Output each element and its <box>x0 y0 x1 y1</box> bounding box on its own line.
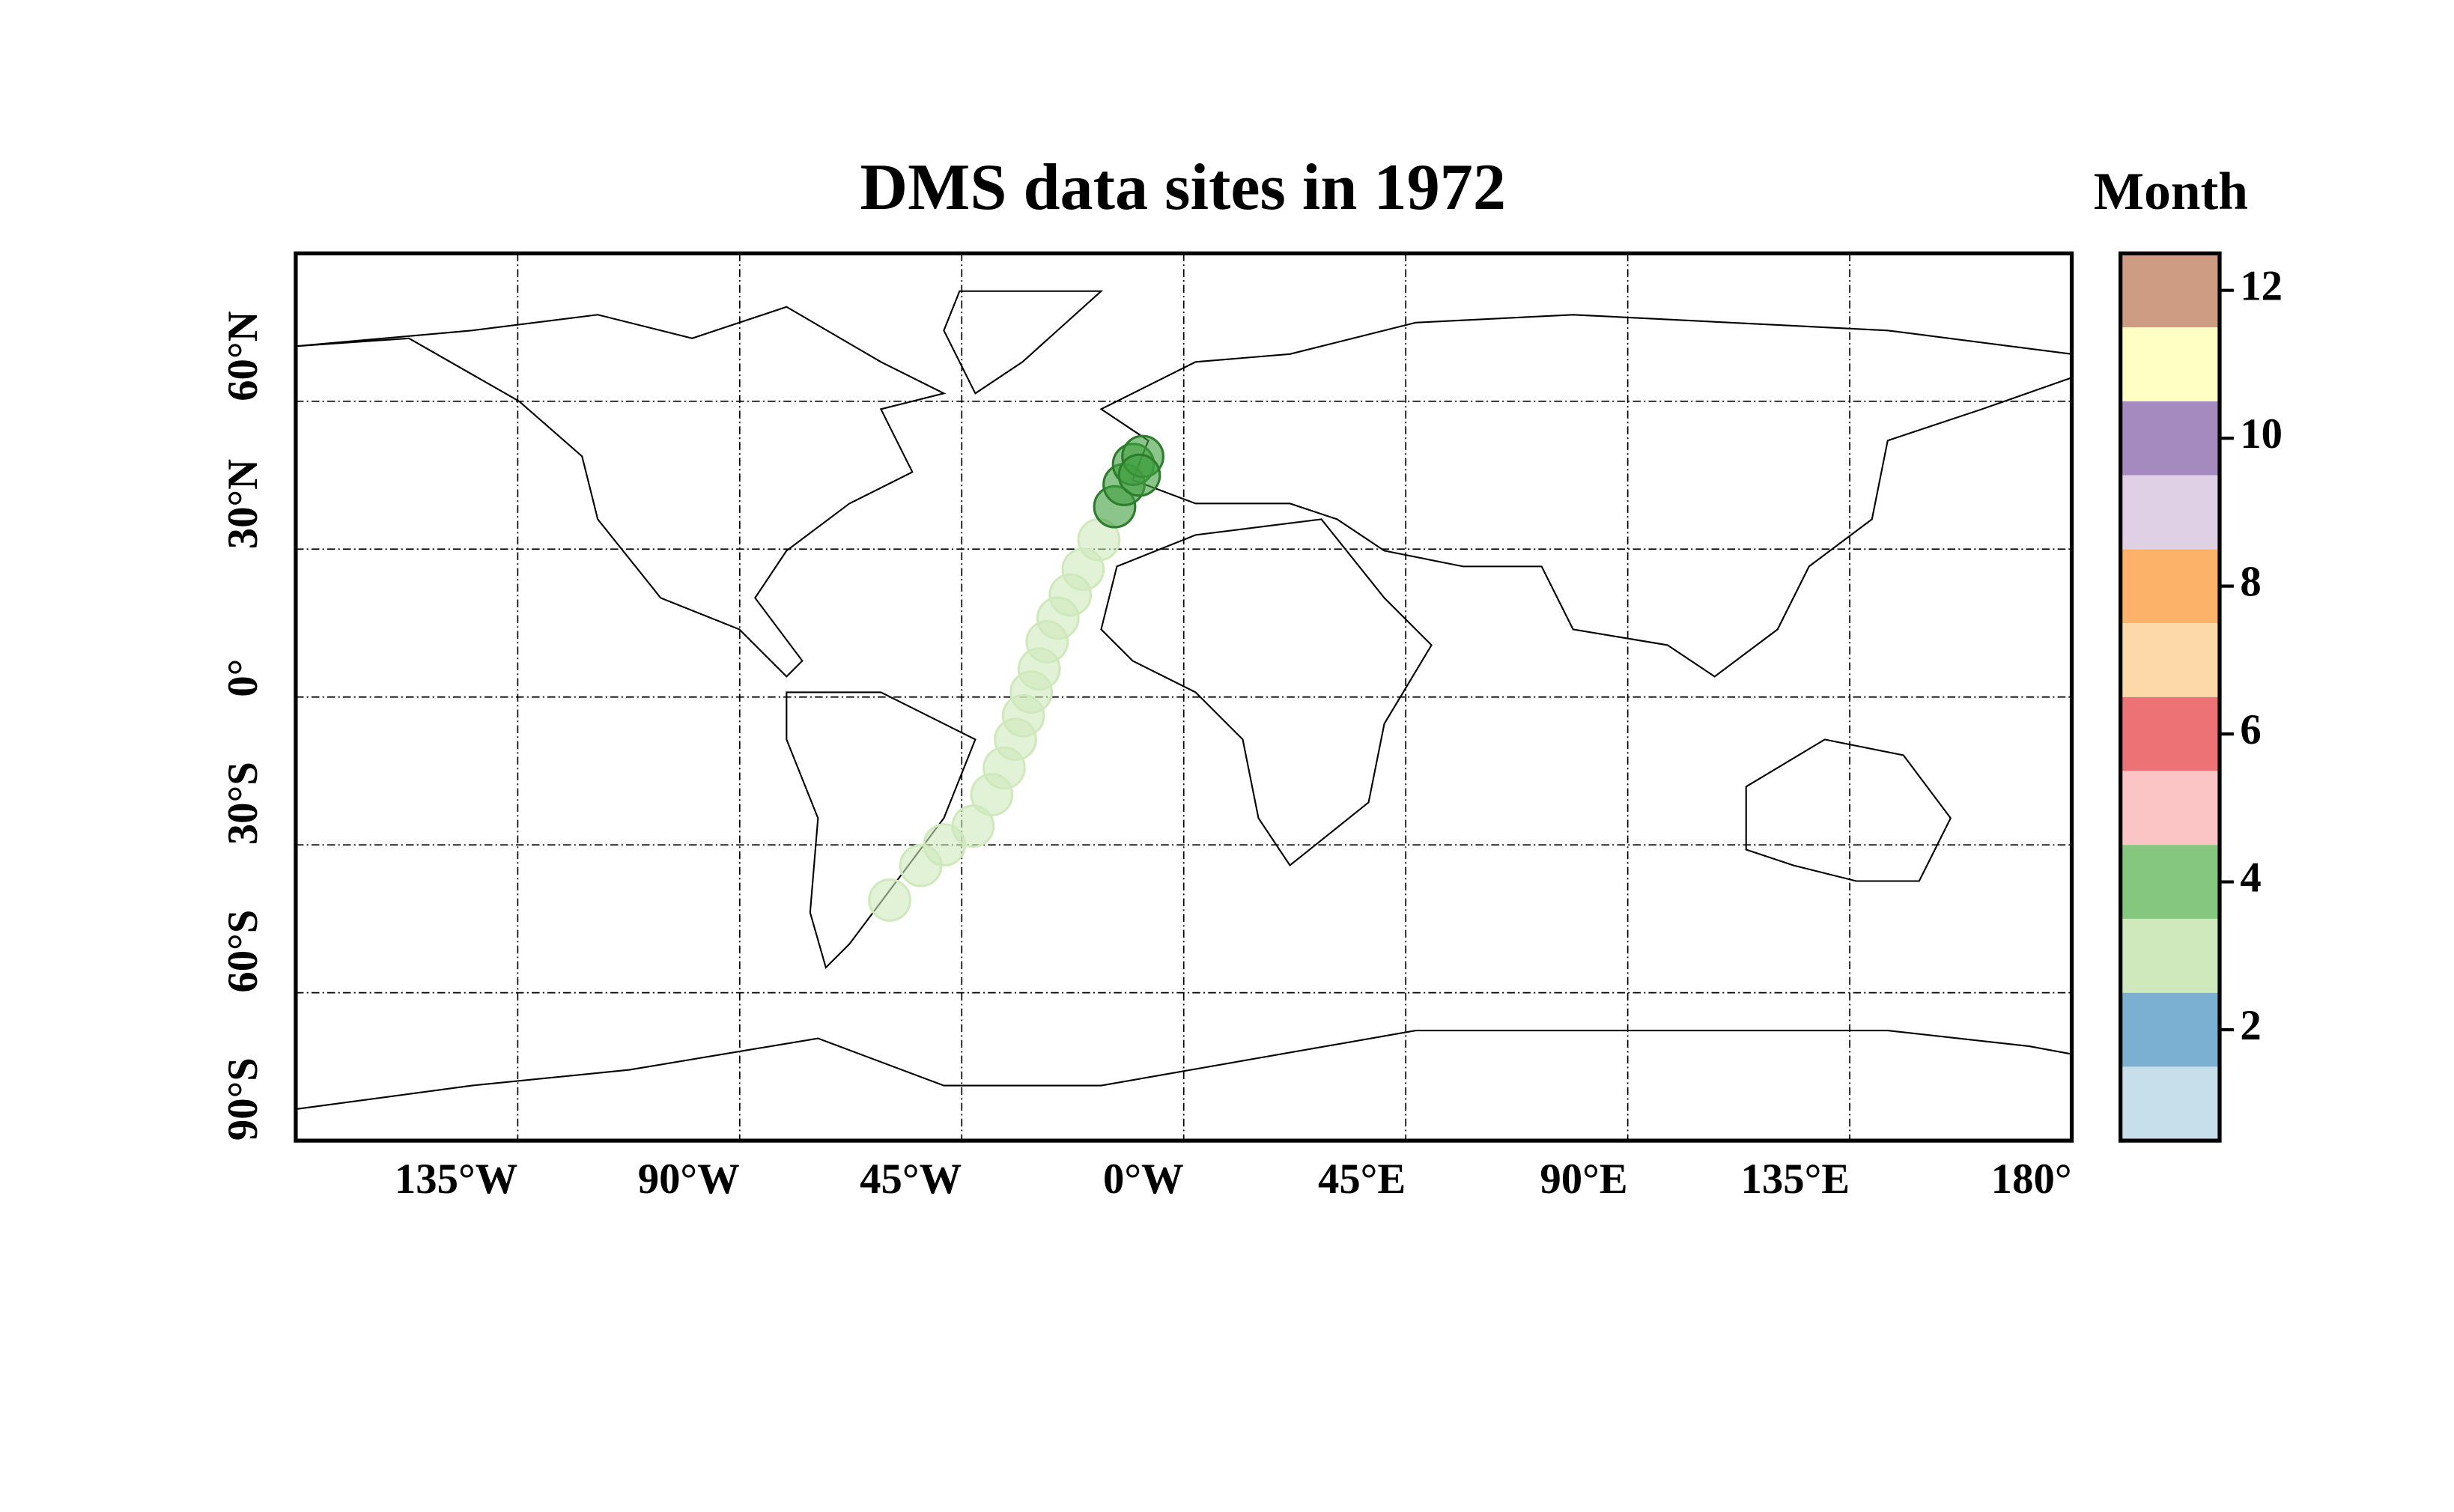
colorbar-title: Month <box>2094 162 2248 221</box>
x-tick-label: 135°W <box>395 1156 517 1203</box>
y-tick-label: 0° <box>219 659 267 697</box>
colorbar-tick-label: 6 <box>2240 706 2261 753</box>
colorbar-segment <box>2120 845 2220 919</box>
y-tick-label: 90°S <box>219 1057 267 1141</box>
colorbar-segment <box>2120 771 2220 845</box>
colorbar-segment <box>2120 549 2220 623</box>
colorbar-segment <box>2120 475 2220 550</box>
x-tick-label: 45°W <box>860 1156 962 1203</box>
colorbar-segment <box>2120 622 2220 697</box>
y-tick-label: 60°S <box>219 910 267 993</box>
colorbar-frame <box>2119 251 2222 1143</box>
plot-frame <box>294 251 2074 1143</box>
colorbar-tick-label: 2 <box>2240 1002 2261 1049</box>
y-tick-label: 30°S <box>219 762 267 845</box>
x-tick-label: 0°W <box>1103 1156 1184 1203</box>
x-tick-label: 180° <box>1991 1156 2072 1203</box>
y-tick-label: 30°N <box>219 459 267 549</box>
x-tick-label: 45°E <box>1318 1156 1406 1203</box>
x-tick-label: 90°W <box>638 1156 740 1203</box>
coastlines <box>295 290 2073 1111</box>
site-point <box>868 878 911 922</box>
colorbar-tick-label: 8 <box>2240 559 2261 606</box>
x-tick-label: 135°E <box>1741 1156 1850 1203</box>
site-point <box>951 804 995 848</box>
colorbar-tick-label: 12 <box>2240 263 2283 310</box>
colorbar-tick-label: 10 <box>2240 410 2283 458</box>
colorbar-segment <box>2120 992 2220 1067</box>
chart-title: DMS data sites in 1972 <box>860 151 1506 224</box>
plot <box>295 253 2072 1141</box>
colorbar-segment <box>2120 918 2220 993</box>
site-point <box>1117 453 1161 497</box>
colorbar-segment <box>2120 401 2220 476</box>
colorbar-segment <box>2120 1066 2220 1141</box>
colorbar-tick-label: 4 <box>2240 854 2261 902</box>
y-tick-label: 60°N <box>219 311 267 401</box>
colorbar-segment <box>2120 327 2220 401</box>
colorbar-segment <box>2120 696 2220 771</box>
x-tick-label: 90°E <box>1540 1156 1627 1203</box>
colorbar-segment <box>2120 253 2220 328</box>
